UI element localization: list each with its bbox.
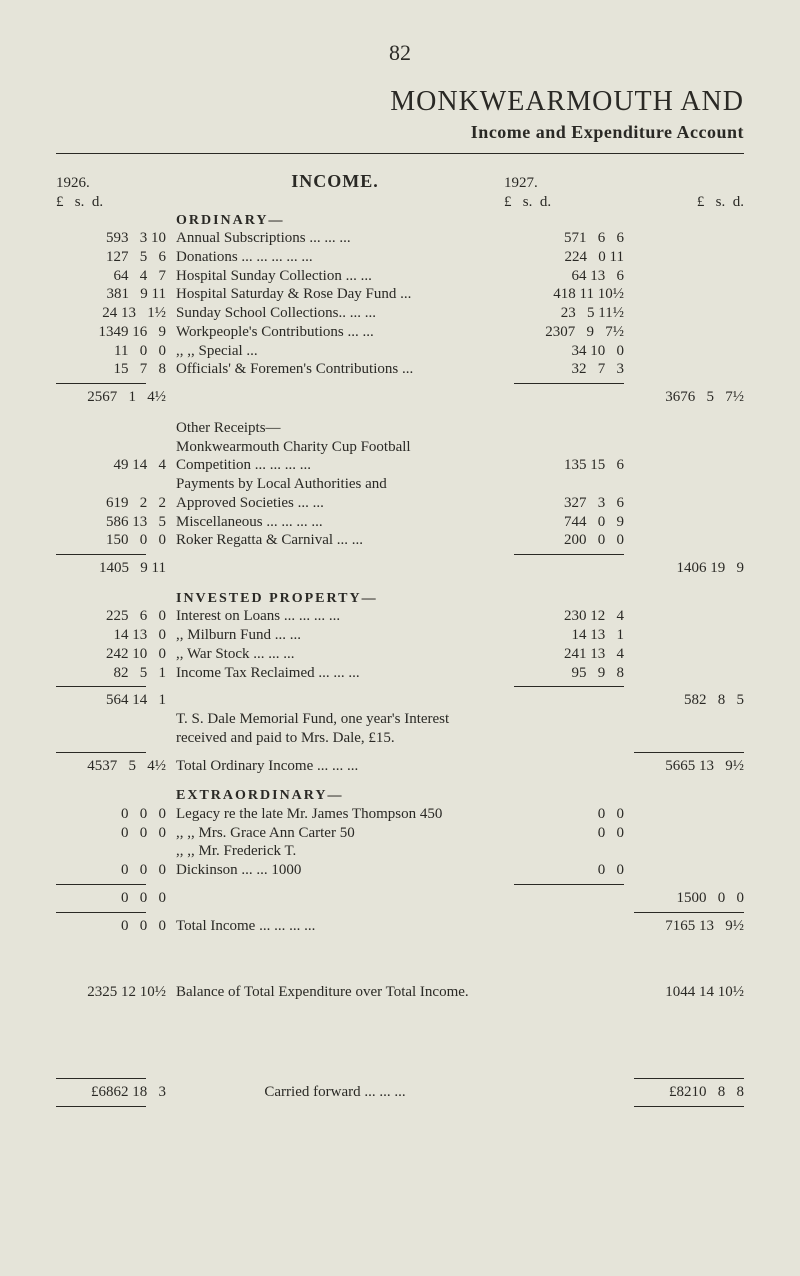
extra-row: 0 0 0 Dickinson ... ... 10000 0 [56, 861, 744, 880]
ordinary-row: 64 4 7Hospital Sunday Collection ... ...… [56, 267, 744, 286]
other-row: 150 0 0Roker Regatta & Carnival ... ...2… [56, 531, 744, 550]
rule-seg [56, 686, 146, 687]
ordinary-row: 11 0 0 ,, ,, Special ...34 10 0 [56, 342, 744, 361]
ordinary-heading-row: ORDINARY— [56, 212, 744, 230]
rule-seg [56, 752, 146, 753]
rule-seg [514, 686, 624, 687]
dale-note-row: received and paid to Mrs. Dale, £15. [56, 729, 744, 748]
rule-row [56, 1102, 744, 1111]
rule-seg [634, 1106, 744, 1107]
total-ordinary-income-row: 4537 5 4½ Total Ordinary Income ... ... … [56, 757, 744, 776]
other-row: Payments by Local Authorities and [56, 475, 744, 494]
dale-note-2: received and paid to Mrs. Dale, £15. [166, 729, 504, 748]
rule-seg [56, 884, 146, 885]
rule-seg [56, 554, 146, 555]
rule-seg [634, 1078, 744, 1079]
extra-subtotal-row: 0 0 0 1500 0 0 [56, 889, 744, 908]
rule-row [56, 880, 744, 889]
account-subtitle: Income and Expenditure Account [56, 122, 744, 143]
lsd-far: £ s. d. [624, 193, 744, 212]
ordinary-heading: ORDINARY— [166, 212, 504, 230]
rule-seg [514, 554, 624, 555]
extra-row: ,, ,, Mr. Frederick T. [56, 842, 744, 861]
invested-total-row: 564 14 1 582 8 5 [56, 691, 744, 710]
year-1927: 1927. [504, 174, 624, 193]
ordinary-row: 127 5 6Donations ... ... ... ... ...224 … [56, 248, 744, 267]
other-receipts-heading: Other Receipts— [166, 419, 504, 438]
header-row: 1926. INCOME. 1927. [56, 170, 744, 193]
other-row: 586 13 5Miscellaneous ... ... ... ...744… [56, 513, 744, 532]
rule-seg [56, 1078, 146, 1079]
other-total-row: 1405 9 11 1406 19 9 [56, 559, 744, 578]
rule-seg [514, 383, 624, 384]
extra-row: 0 0 0 ,, ,, Mrs. Grace Ann Carter 500 0 [56, 824, 744, 843]
rule-seg [634, 912, 744, 913]
invested-row: 82 5 1Income Tax Reclaimed ... ... ...95… [56, 664, 744, 683]
document-page: 82 MONKWEARMOUTH AND Income and Expendit… [0, 0, 800, 1171]
invested-heading-row: INVESTED PROPERTY— [56, 590, 744, 608]
rule-seg [56, 912, 146, 913]
rule-row [56, 748, 744, 757]
other-row: 619 2 2 Approved Societies ... ...327 3 … [56, 494, 744, 513]
total-income-row: 0 0 0 Total Income ... ... ... ... 7165 … [56, 917, 744, 936]
balance-row: 2325 12 10½ Balance of Total Expenditure… [56, 983, 744, 1002]
rule-row [56, 1074, 744, 1083]
rule-row [56, 682, 744, 691]
invested-row: 225 6 0Interest on Loans ... ... ... ...… [56, 607, 744, 626]
rule-seg [634, 752, 744, 753]
invested-row: 14 13 0 ,, Milburn Fund ... ...14 13 1 [56, 626, 744, 645]
ordinary-row: 593 3 10Annual Subscriptions ... ... ...… [56, 229, 744, 248]
invested-heading: INVESTED PROPERTY— [166, 590, 504, 608]
main-title: MONKWEARMOUTH AND [56, 86, 744, 118]
other-row: Monkwearmouth Charity Cup Football [56, 438, 744, 457]
rule-row [56, 379, 744, 388]
rule-seg [56, 383, 146, 384]
dale-note-1: T. S. Dale Memorial Fund, one year's Int… [166, 710, 504, 729]
rule-row [56, 550, 744, 559]
other-heading-row: Other Receipts— [56, 419, 744, 438]
dale-note-row: T. S. Dale Memorial Fund, one year's Int… [56, 710, 744, 729]
lsd-header-row: £ s. d. £ s. d. £ s. d. [56, 193, 744, 212]
rule-seg [56, 1106, 146, 1107]
other-row: 49 14 4 Competition ... ... ... ...135 1… [56, 456, 744, 475]
invested-row: 242 10 0 ,, War Stock ... ... ...241 13 … [56, 645, 744, 664]
extra-row: 0 0 0Legacy re the late Mr. James Thomps… [56, 805, 744, 824]
income-heading: INCOME. [166, 170, 504, 193]
ordinary-row: 15 7 8Officials' & Foremen's Contributio… [56, 360, 744, 379]
page-number: 82 [56, 40, 744, 66]
ordinary-row: 1349 16 9Workpeople's Contributions ... … [56, 323, 744, 342]
lsd-right: £ s. d. [504, 193, 624, 212]
extraordinary-heading: EXTRAORDINARY— [166, 787, 504, 805]
carried-forward-row: £6862 18 3 Carried forward ... ... ... £… [56, 1083, 744, 1102]
year-1926: 1926. [56, 174, 166, 193]
ordinary-total-row: 2567 1 4½ 3676 5 7½ [56, 388, 744, 407]
lsd-left: £ s. d. [56, 193, 166, 212]
ordinary-row: 381 9 11Hospital Saturday & Rose Day Fun… [56, 285, 744, 304]
extra-heading-row: EXTRAORDINARY— [56, 787, 744, 805]
rule-row [56, 908, 744, 917]
top-rule [56, 153, 744, 154]
rule-seg [514, 884, 624, 885]
ordinary-row: 24 13 1½Sunday School Collections.. ... … [56, 304, 744, 323]
